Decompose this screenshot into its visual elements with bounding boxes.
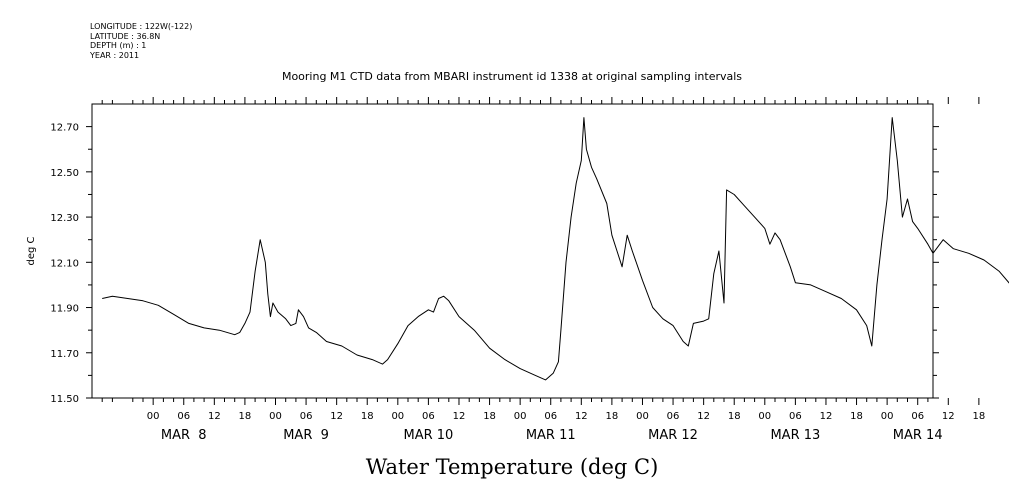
minor-ticks xyxy=(101,100,929,402)
x-day-label: MAR 12 xyxy=(648,428,698,443)
y-axis-label: deg C xyxy=(26,236,37,265)
x-hour-label: 12 xyxy=(697,411,710,422)
chart-title: Mooring M1 CTD data from MBARI instrumen… xyxy=(282,70,742,83)
x-hour-label: 06 xyxy=(177,411,190,422)
x-hour-label: 00 xyxy=(147,411,160,422)
x-hour-label: 00 xyxy=(881,411,894,422)
y-tick-label: 11.50 xyxy=(50,394,79,405)
x-hour-label: 18 xyxy=(361,411,374,422)
y-tick-label: 12.30 xyxy=(50,213,79,224)
x-hour-label: 12 xyxy=(330,411,343,422)
x-hour-label: 06 xyxy=(300,411,313,422)
x-hour-label: 18 xyxy=(728,411,741,422)
mooring-metadata: LONGITUDE : 122W(-122) LATITUDE : 36.8N … xyxy=(90,22,192,60)
x-day-label: MAR 9 xyxy=(283,428,329,443)
x-hour-label: 12 xyxy=(942,411,955,422)
minor-tick-marks xyxy=(101,100,929,402)
x-hour-label: 18 xyxy=(850,411,863,422)
x-axis-label: Water Temperature (deg C) xyxy=(366,455,659,479)
x-hour-label: 00 xyxy=(269,411,282,422)
x-hour-label: 06 xyxy=(667,411,680,422)
y-tick-label: 12.70 xyxy=(50,123,79,134)
plot-frame xyxy=(91,103,934,399)
depth-label: DEPTH (m) : 1 xyxy=(90,41,147,50)
temperature-line xyxy=(102,117,1009,381)
x-hour-label: 18 xyxy=(239,411,252,422)
longitude-label: LONGITUDE : 122W(-122) xyxy=(90,22,193,31)
x-hour-label: 06 xyxy=(422,411,435,422)
x-hour-label: 12 xyxy=(208,411,221,422)
x-day-label: MAR 14 xyxy=(893,428,943,443)
x-hour-label: 18 xyxy=(606,411,619,422)
x-hour-label: 00 xyxy=(514,411,527,422)
x-hour-label: 06 xyxy=(911,411,924,422)
x-hour-label: 12 xyxy=(575,411,588,422)
year-label: YEAR : 2011 xyxy=(90,50,140,60)
x-day-label: MAR 11 xyxy=(526,428,576,443)
x-hour-label: 12 xyxy=(453,411,466,422)
latitude-label: LATITUDE : 36.8N xyxy=(90,31,161,41)
x-hour-label: 06 xyxy=(789,411,802,422)
x-hour-label: 12 xyxy=(820,411,833,422)
y-tick-label: 12.50 xyxy=(50,168,79,179)
x-hour-label: 18 xyxy=(973,411,986,422)
x-day-label: MAR 8 xyxy=(161,428,207,443)
y-tick-label: 12.10 xyxy=(50,258,79,269)
y-tick-label: 11.70 xyxy=(50,349,79,360)
x-hour-label: 18 xyxy=(483,411,496,422)
x-hour-label: 06 xyxy=(544,411,557,422)
x-hour-label: 00 xyxy=(636,411,649,422)
y-tick-label: 11.90 xyxy=(50,304,79,315)
x-hour-label: 00 xyxy=(758,411,771,422)
x-hour-label: 00 xyxy=(391,411,404,422)
x-day-label: MAR 10 xyxy=(403,428,453,443)
y-axis: 11.50 11.70 11.90 12.10 12.30 12.50 12.70 xyxy=(50,123,939,405)
x-day-label: MAR 13 xyxy=(770,428,820,443)
x-axis: 00 06 12 18 00 06 12 18 00 06 12 18 00 06 12 18 00 06 12 18… xyxy=(147,97,985,443)
